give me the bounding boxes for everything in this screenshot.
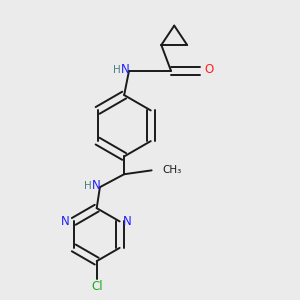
Text: N: N [123, 215, 132, 228]
Text: Cl: Cl [91, 280, 103, 293]
Text: N: N [61, 215, 70, 228]
Text: N: N [92, 179, 100, 192]
Text: CH₃: CH₃ [162, 165, 181, 175]
Text: O: O [205, 63, 214, 76]
Text: H: H [113, 65, 121, 75]
Text: H: H [84, 181, 92, 190]
Text: N: N [121, 63, 130, 76]
